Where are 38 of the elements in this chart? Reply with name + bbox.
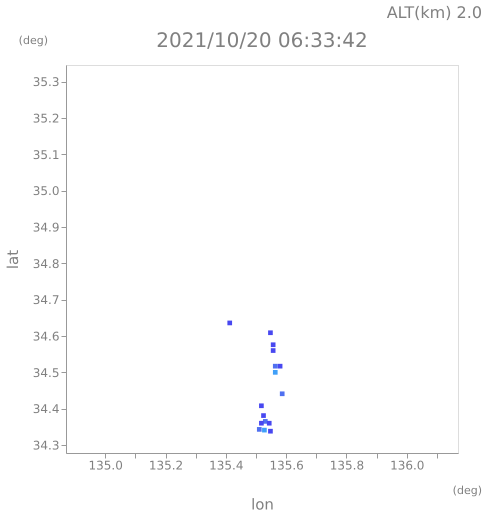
text: (deg) [18,34,48,47]
point [262,428,267,432]
y-tick-label: 34.4 [32,402,60,416]
x-tick-label: 135.4 [209,458,244,472]
point [261,413,266,418]
point [227,320,232,326]
x-tick-label: 135.0 [88,458,123,472]
y-tick-label: 34.3 [32,438,60,453]
x-tick-label: 136.0 [390,458,424,472]
y-tick-label: 35.3 [32,75,60,90]
point [256,427,262,432]
chart-title: 2021/10/20 06:33:42 [156,28,368,52]
y-tick-label: 34.6 [32,330,60,344]
y-tick-label: 34.9 [32,220,60,235]
point [280,391,285,396]
point [272,364,278,369]
y-tick-label: 35.0 [32,184,60,198]
y-tick-label: 34.5 [32,366,60,380]
y-axis-title: lat [4,250,22,270]
point [266,420,272,426]
point [270,342,276,348]
y-tick-label: 35.1 [32,148,60,162]
point [259,420,264,426]
x-tick-label: 135.8 [330,458,364,472]
point [278,364,282,369]
y-tick-label: 34.8 [32,256,60,271]
y-tick-label: 34.7 [32,293,60,308]
point [259,403,264,408]
point [272,370,278,375]
point [268,428,273,434]
y-tick-label: 35.2 [32,112,60,126]
text: (deg) [452,484,482,497]
point [268,330,273,336]
x-tick-label: 135.6 [269,458,304,472]
x-axis-title: lon [251,496,274,514]
point [270,348,276,353]
text: ALT(km) 2.0 [386,3,482,22]
x-tick-label: 135.2 [148,458,184,472]
